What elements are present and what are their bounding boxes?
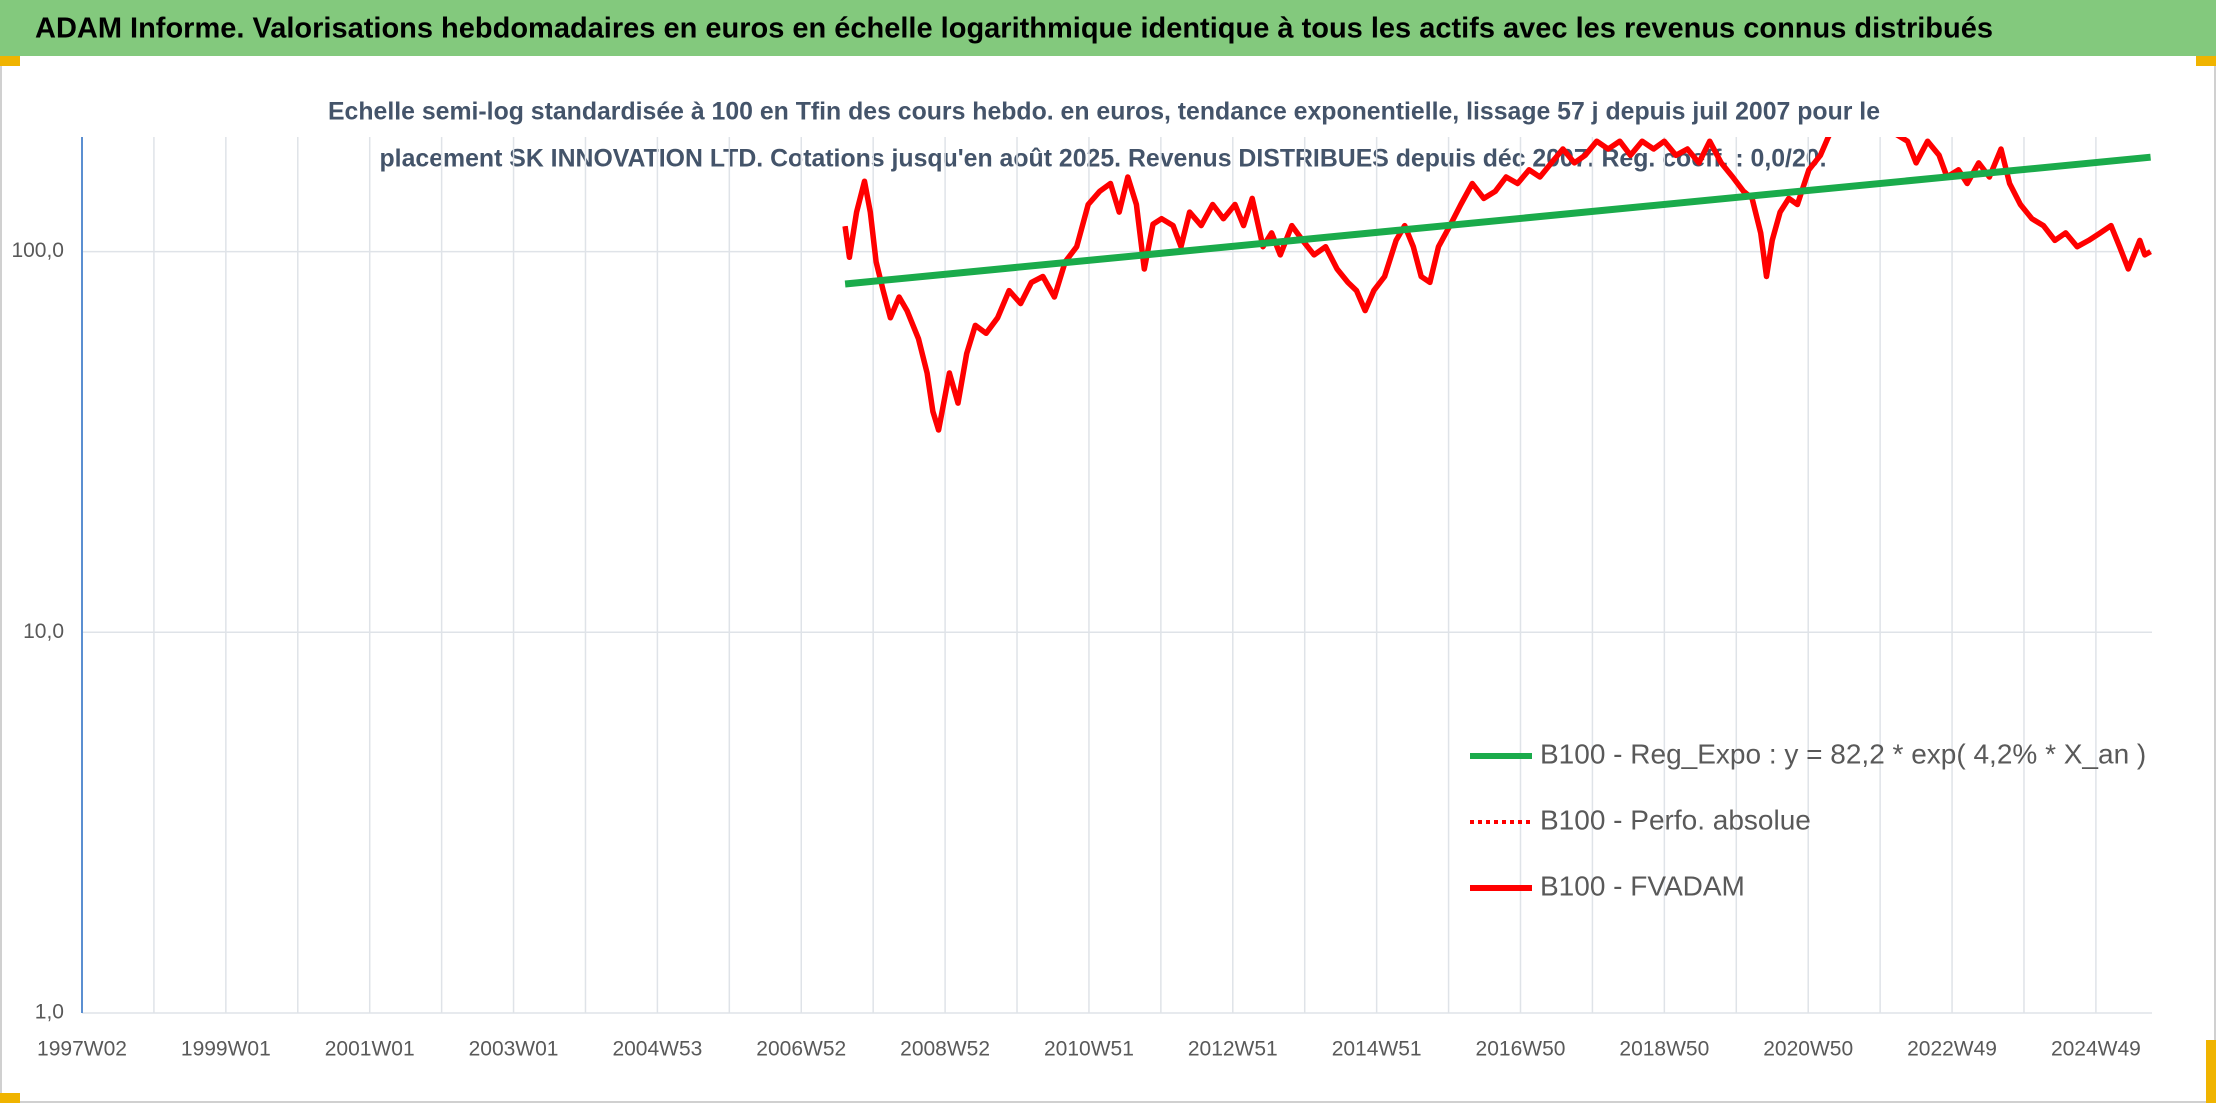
- x-tick-label: 2014W51: [1332, 1038, 1422, 1061]
- header-bar: [0, 0, 2216, 56]
- x-tick-label: 2010W51: [1044, 1038, 1134, 1061]
- y-tick-label: 1,0: [35, 1001, 64, 1024]
- x-tick-label: 2012W51: [1188, 1038, 1278, 1061]
- corner-mark: [2196, 56, 2216, 66]
- subtitle: Echelle semi-log standardisée à 100 en T…: [328, 98, 1880, 126]
- x-tick-label: 2008W52: [900, 1038, 990, 1061]
- plot-area: [842, 137, 2152, 433]
- series-line: [842, 137, 2152, 433]
- subtitle: placement SK INNOVATION LTD. Cotations j…: [380, 145, 1827, 173]
- x-tick-label: 2020W50: [1763, 1038, 1853, 1061]
- x-tick-label: 2016W50: [1476, 1038, 1566, 1061]
- y-tick-label: 100,0: [11, 239, 64, 262]
- x-tick-label: 2001W01: [325, 1038, 415, 1061]
- x-tick-label: 1999W01: [181, 1038, 271, 1061]
- x-tick-label: 2004W53: [612, 1038, 702, 1061]
- y-tick-label: 10,0: [23, 620, 64, 643]
- legend-label: B100 - FVADAM: [1540, 870, 1745, 901]
- x-tick-label: 1997W02: [37, 1038, 127, 1061]
- series-line: [844, 153, 2151, 288]
- corner-mark: [0, 1093, 20, 1103]
- corner-mark: [2206, 1040, 2216, 1103]
- corner-mark: [0, 56, 20, 66]
- legend-label: B100 - Perfo. absolue: [1540, 804, 1811, 835]
- x-tick-label: 2018W50: [1619, 1038, 1709, 1061]
- legend-label: B100 - Reg_Expo : y = 82,2 * exp( 4,2% *…: [1540, 738, 2146, 769]
- chart-title: ADAM Informe. Valorisations hebdomadaire…: [35, 13, 1993, 45]
- x-tick-label: 2006W52: [756, 1038, 846, 1061]
- x-tick-label: 2022W49: [1907, 1038, 1997, 1061]
- x-tick-label: 2003W01: [469, 1038, 559, 1061]
- x-tick-label: 2024W49: [2051, 1038, 2141, 1061]
